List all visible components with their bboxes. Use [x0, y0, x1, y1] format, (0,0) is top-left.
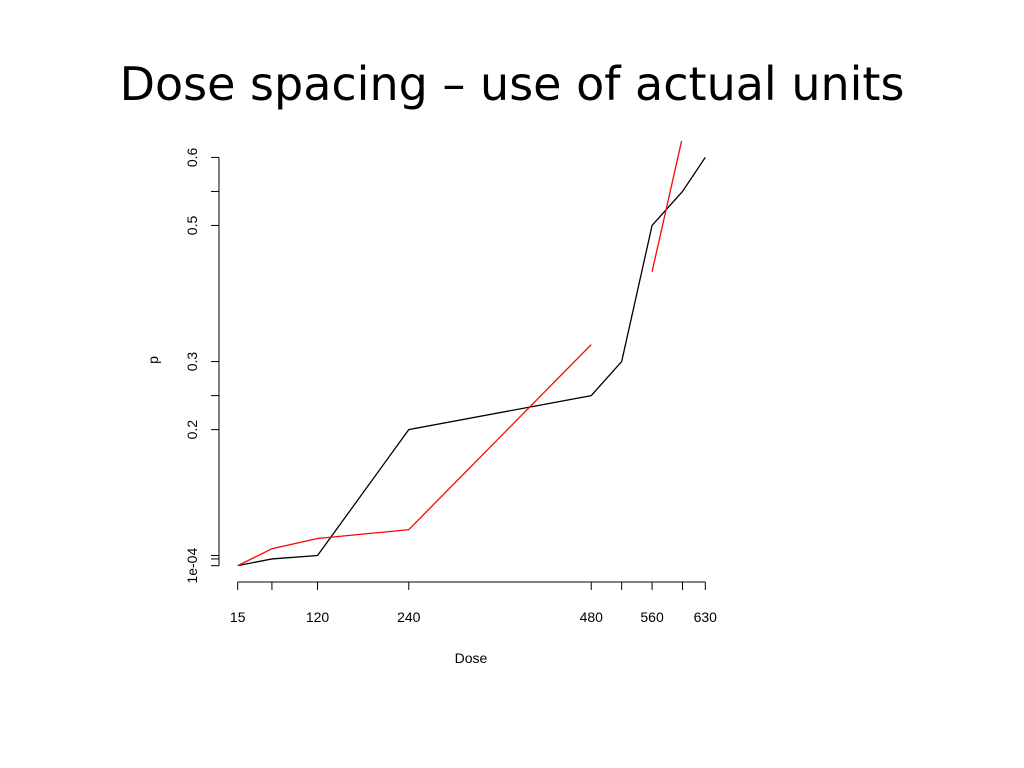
x-tick-label: 15	[230, 609, 246, 625]
data-line	[237, 141, 683, 567]
y-tick-label: 0.3	[184, 352, 200, 372]
data-line	[237, 157, 706, 567]
x-tick-label: 560	[640, 609, 664, 625]
y-axis-label: p	[145, 356, 161, 364]
x-tick-label: 480	[580, 609, 604, 625]
x-axis-label: Dose	[455, 650, 488, 666]
y-tick-label: 0.5	[184, 216, 200, 236]
x-tick-label: 630	[694, 609, 718, 625]
plot-area	[237, 141, 706, 567]
y-tick-label: 0.6	[184, 147, 200, 167]
y-tick-label: 0.2	[184, 420, 200, 440]
y-tick-label: 1e-04	[184, 548, 200, 584]
slide-title: Dose spacing – use of actual units	[120, 57, 905, 111]
x-tick-label: 120	[306, 609, 330, 625]
x-tick-label: 240	[397, 609, 421, 625]
